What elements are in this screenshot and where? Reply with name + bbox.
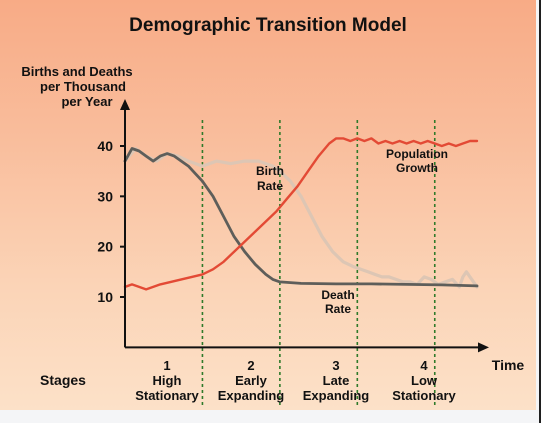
x-axis-arrow xyxy=(478,342,489,353)
population-growth-line xyxy=(123,137,479,291)
population-growth-label-line-2: Growth xyxy=(396,161,438,175)
stage-2-name-line-2: Expanding xyxy=(218,388,285,403)
stage-3-number: 3 xyxy=(332,358,339,373)
y-ticks: 10 20 30 40 xyxy=(97,138,125,305)
y-tick-label-40: 40 xyxy=(97,138,113,154)
birth-rate-label-line-1: Birth xyxy=(256,164,284,178)
stage-4-name-line-1: Low xyxy=(411,373,438,388)
chart-title: Demographic Transition Model xyxy=(129,15,407,36)
y-tick-label-30: 30 xyxy=(97,188,113,204)
stage-4-name-line-2: Stationary xyxy=(392,388,456,403)
birth-rate-line xyxy=(123,146,479,289)
y-tick-label-10: 10 xyxy=(97,289,113,305)
chart-panel xyxy=(0,0,536,410)
stage-2-number: 2 xyxy=(247,358,254,373)
death-rate-label-line-1: Death xyxy=(321,288,354,302)
stage-1-name-line-1: High xyxy=(153,373,182,388)
y-axis-label-line-1: Births and Deaths xyxy=(21,64,132,79)
death-rate-line xyxy=(123,147,479,288)
birth-rate-label-line-2: Rate xyxy=(257,179,283,193)
y-tick-label-20: 20 xyxy=(97,239,113,255)
stage-4-number: 4 xyxy=(420,358,428,373)
series-lines xyxy=(123,137,479,291)
y-axis-label-line-2: per Thousand xyxy=(40,79,126,94)
stages-label: Stages xyxy=(40,372,86,388)
stage-3-name-line-2: Expanding xyxy=(303,388,370,403)
stage-1-number: 1 xyxy=(163,358,170,373)
stage-1-name-line-2: Stationary xyxy=(135,388,199,403)
y-axis-arrow xyxy=(120,99,130,110)
stage-2-name-line-1: Early xyxy=(235,373,268,388)
death-rate-label-line-2: Rate xyxy=(325,302,351,316)
y-axis-label-line-3: per Year xyxy=(61,94,112,109)
population-growth-label-line-1: Population xyxy=(386,147,448,161)
axes xyxy=(120,99,489,353)
x-axis-label: Time xyxy=(492,357,525,373)
stage-3-name-line-1: Late xyxy=(323,373,350,388)
